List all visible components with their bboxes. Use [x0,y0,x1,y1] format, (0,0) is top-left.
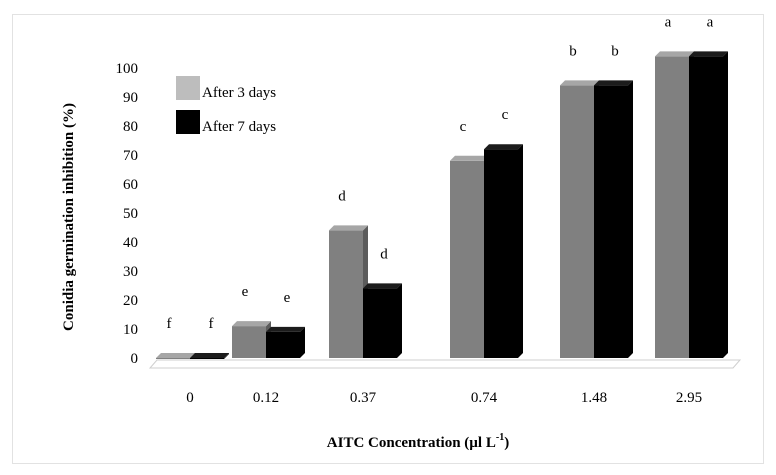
y-tick-label: 100 [116,61,139,77]
bar-side [518,144,523,358]
y-axis-title: Conidia germination inhibition (%) [61,103,77,331]
bar-after-3-days-0.74 [450,155,489,358]
bar-top [156,353,195,358]
significance-label: c [502,107,509,123]
bar-top [190,353,229,358]
y-tick-label: 30 [123,264,138,280]
floor-plane [148,359,742,369]
y-tick-label: 70 [123,148,138,164]
y-tick-label: 80 [123,119,138,135]
y-tick-label: 10 [123,322,138,338]
significance-label: f [167,316,172,332]
bar-top [689,51,728,57]
significance-label: b [569,43,577,59]
bar-top [450,155,489,161]
x-axis-title: AITC Concentration (µl L-1) [327,432,509,451]
bar-front [190,358,224,359]
bar-after-3-days-2.95 [655,51,694,359]
bar-front [484,149,518,358]
legend-swatch-after-7-days [176,110,200,134]
x-tick-label: 0 [186,390,194,406]
bar-side [224,353,229,359]
significance-label: e [284,290,291,306]
bar-top [560,80,599,86]
bar-side [628,80,633,359]
y-tick-label: 40 [123,235,138,251]
bar-after-3-days-1.48 [560,80,599,359]
legend-label-after-7-days: After 7 days [202,119,276,135]
significance-labels: f f e e d d c c b b a a [167,14,714,332]
bar-front [689,56,723,359]
bar-after-7-days-0.37 [363,283,402,358]
x-axis-title-main: AITC Concentration (µl L [327,435,496,451]
bar-side [300,326,305,358]
bar-after-3-days-0 [156,353,195,359]
bar-after-7-days-1.48 [594,80,633,359]
significance-label: a [707,14,714,30]
y-tick-label: 0 [131,351,139,367]
bar-front [266,331,300,358]
x-tick-label: 0.37 [350,390,377,406]
bar-top [266,326,305,332]
bar-top [363,283,402,289]
bar-front [594,85,628,359]
bar-front [329,230,363,358]
legend: After 3 days After 7 days [176,76,276,135]
bar-front [655,56,689,359]
significance-label: c [460,119,467,135]
bar-side [723,51,728,359]
bar-top [594,80,633,86]
significance-label: d [380,246,388,262]
x-tick-label: 2.95 [676,390,702,406]
x-tick-label: 0.74 [471,390,498,406]
bar-side [397,283,402,358]
y-tick-label: 60 [123,177,138,193]
y-tick-label: 90 [123,90,138,106]
bar-front [363,288,397,358]
bar-front [232,326,266,358]
bar-after-3-days-0.37 [329,225,368,358]
x-axis-title-superscript: -1 [496,432,504,443]
y-tick-label: 50 [123,206,138,222]
bar-top [232,321,271,327]
bar-after-3-days-0.12 [232,321,271,358]
y-axis-ticks: 0 10 20 30 40 50 60 70 80 90 100 [116,61,139,367]
significance-label: d [338,188,346,204]
x-axis-ticks: 0 0.12 0.37 0.74 1.48 2.95 [186,390,702,406]
bar-after-7-days-0.12 [266,326,305,358]
x-tick-label: 1.48 [581,390,607,406]
bar-after-7-days-0.74 [484,144,523,358]
chart-frame [12,14,764,464]
chart-floor [148,359,742,369]
significance-label: b [611,43,619,59]
significance-label: a [665,14,672,30]
bar-top [484,144,523,150]
significance-label: f [209,316,214,332]
bars [156,51,728,359]
bar-top [655,51,694,57]
bar-after-7-days-0 [190,353,229,359]
x-tick-label: 0.12 [253,390,279,406]
bar-front [156,358,190,359]
bar-front [560,85,594,359]
bar-after-7-days-2.95 [689,51,728,359]
significance-label: e [242,284,249,300]
legend-swatch-after-3-days [176,76,200,100]
y-tick-label: 20 [123,293,138,309]
bar-front [450,160,484,358]
legend-label-after-3-days: After 3 days [202,85,276,101]
bar-top [329,225,368,231]
x-axis-title-close: ) [504,435,509,451]
